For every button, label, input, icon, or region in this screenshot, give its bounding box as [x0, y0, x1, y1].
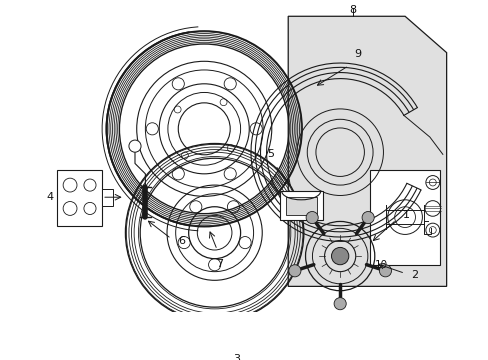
Circle shape	[361, 211, 373, 224]
Polygon shape	[287, 16, 446, 286]
Circle shape	[288, 265, 300, 277]
Text: 9: 9	[353, 49, 360, 59]
Circle shape	[129, 140, 141, 152]
Text: 4: 4	[46, 192, 54, 202]
Text: 7: 7	[216, 259, 223, 269]
FancyBboxPatch shape	[370, 170, 439, 265]
Text: 1: 1	[402, 210, 408, 220]
Polygon shape	[285, 197, 316, 215]
Polygon shape	[102, 189, 113, 206]
Text: 5: 5	[267, 149, 274, 159]
Text: 8: 8	[349, 5, 356, 15]
Circle shape	[379, 265, 391, 277]
Text: 2: 2	[410, 270, 417, 280]
Text: 3: 3	[232, 354, 239, 360]
Text: 10: 10	[374, 260, 387, 270]
Polygon shape	[279, 191, 322, 220]
Circle shape	[333, 298, 346, 310]
Circle shape	[305, 211, 318, 224]
FancyBboxPatch shape	[57, 170, 102, 226]
Text: 6: 6	[178, 237, 185, 246]
Circle shape	[331, 247, 348, 265]
